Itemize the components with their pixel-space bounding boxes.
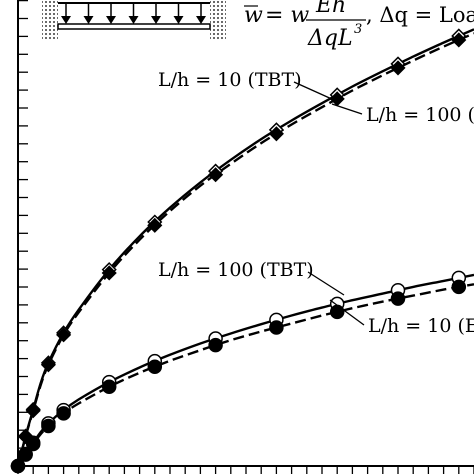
series-marker-4 [25, 436, 41, 452]
series-marker-4 [208, 337, 223, 353]
load-arrow-head [61, 16, 71, 24]
equation-exponent: 3 [354, 22, 362, 37]
series-marker-4 [18, 447, 33, 462]
right-support [210, 0, 226, 40]
series-marker-2 [390, 60, 406, 76]
label-lh10-tbt: L/h = 10 (TBT) [158, 69, 302, 91]
equation-note: , Δq = Loa [366, 3, 474, 27]
leader-lh100-tbt [307, 271, 345, 296]
series-marker-4 [41, 418, 56, 434]
series-marker-2 [268, 126, 284, 142]
leader-lh100-e [331, 103, 363, 115]
series-markers [10, 28, 467, 474]
y-ticks [18, 0, 28, 467]
series-lines [16, 28, 474, 467]
series-marker-4 [269, 320, 284, 335]
left-support [42, 0, 58, 40]
leader-lh10-e [329, 299, 365, 326]
series-marker-2 [451, 32, 467, 48]
annotations: L/h = 10 (TBT) L/h = 100 (E L/h = 100 (T… [158, 69, 474, 337]
beam [57, 23, 211, 30]
beam-load-inset [42, 0, 226, 40]
label-lh10-e: L/h = 10 (E [368, 315, 474, 337]
series-marker-2 [101, 265, 117, 281]
series-marker-4 [147, 359, 163, 375]
series-line-4 [17, 283, 474, 467]
series-marker-2 [56, 327, 72, 343]
series-marker-4 [10, 458, 26, 474]
load-arrow-head [106, 16, 116, 24]
leader-lh10-tbt [293, 81, 335, 101]
equation-numerator: Eh [315, 0, 346, 18]
series-marker-4 [451, 279, 467, 295]
load-arrow-head [196, 16, 206, 24]
x-ticks [17, 466, 474, 474]
load-arrow-head [151, 16, 161, 24]
equation: w = w Eh ΔqL 3 , Δq = Loa [244, 0, 474, 51]
series-marker-2 [25, 403, 41, 419]
series-marker-4 [56, 406, 71, 421]
load-arrow-head [173, 16, 184, 24]
load-arrow-head [128, 16, 139, 24]
series-marker-2 [147, 217, 163, 233]
series-marker-2 [18, 429, 34, 445]
equation-lhs: w [244, 3, 263, 28]
series-marker-2 [208, 167, 224, 183]
axes [17, 0, 474, 474]
load-arrow-head [83, 16, 94, 24]
label-lh100-e: L/h = 100 (E [366, 104, 474, 126]
series-marker-4 [101, 379, 117, 395]
series-marker-4 [390, 291, 406, 306]
series-marker-2 [40, 357, 56, 373]
series-line-2 [16, 32, 474, 467]
equation-denominator: ΔqL [307, 26, 353, 51]
load-arrows [61, 3, 206, 24]
series-line-3 [16, 273, 474, 467]
series-marker-4 [329, 304, 345, 320]
label-lh100-tbt: L/h = 100 (TBT) [158, 259, 314, 281]
equation-equals: = w [265, 3, 309, 28]
